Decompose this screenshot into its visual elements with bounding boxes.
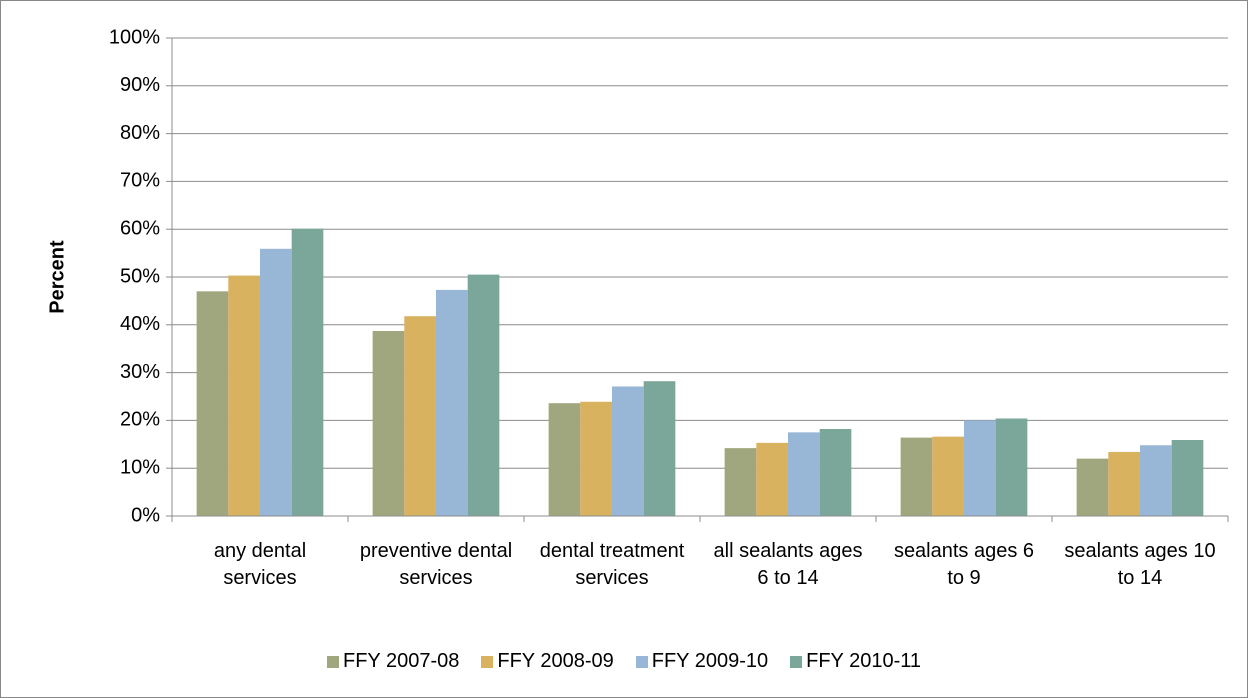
bar (1076, 458, 1109, 516)
legend-swatch (790, 655, 803, 668)
y-tick-label: 50% (120, 265, 160, 287)
bar (1108, 451, 1140, 516)
legend-item: FFY 2009-10 (635, 650, 769, 673)
x-tick-label: preventive dental services (359, 540, 513, 589)
y-tick-label: 20% (120, 409, 160, 431)
y-tick-label: 30% (120, 361, 160, 383)
y-tick-label: 10% (120, 456, 160, 478)
x-tick-label: any dental services (213, 540, 307, 589)
legend-item: FFY 2010-11 (790, 650, 921, 673)
bar (467, 274, 500, 516)
bar (724, 448, 757, 516)
bar (1171, 439, 1204, 516)
legend-label: FFY 2008-09 (497, 650, 614, 672)
bar (612, 386, 644, 516)
bar (580, 401, 612, 516)
bar (819, 429, 852, 516)
bar (196, 291, 229, 516)
legend-label: FFY 2007-08 (342, 650, 460, 672)
y-tick-label: 60% (120, 217, 160, 239)
bar (995, 418, 1028, 516)
x-tick-label: sealants ages 6 to 9 (893, 540, 1035, 589)
bar (548, 403, 581, 516)
bar (756, 442, 788, 516)
x-tick-label: all sealants ages 6 to 14 (713, 540, 863, 589)
bar (404, 316, 436, 516)
legend-item: FFY 2008-09 (481, 650, 614, 673)
bar (228, 275, 260, 516)
bar (260, 248, 292, 516)
y-tick-label: 70% (120, 170, 160, 192)
bar (900, 437, 933, 516)
y-tick-label: 100% (109, 26, 160, 48)
legend-swatch (326, 655, 339, 668)
bar (372, 331, 405, 516)
legend-item: FFY 2007-08 (326, 650, 460, 673)
bar (291, 228, 324, 517)
bar (436, 289, 468, 516)
legend-swatch (635, 655, 648, 668)
x-tick-label: sealants ages 10 to 14 (1064, 540, 1216, 589)
bar (932, 436, 964, 516)
y-tick-label: 80% (120, 122, 160, 144)
y-tick-label: 0% (131, 504, 160, 526)
x-tick-label: dental treatment services (539, 540, 685, 589)
y-axis-label: Percent (46, 240, 68, 314)
legend-label: FFY 2009-10 (651, 650, 769, 672)
bar (643, 381, 676, 516)
bar (788, 432, 820, 516)
y-tick-label: 90% (120, 74, 160, 96)
legend-label: FFY 2010-11 (806, 650, 921, 672)
bar (964, 420, 996, 516)
bar (1140, 445, 1172, 516)
legend: FFY 2007-08 FFY 2008-09 FFY 2009-10 FFY 201… (0, 650, 1248, 673)
y-tick-label: 40% (120, 313, 160, 335)
legend-swatch (481, 655, 494, 668)
